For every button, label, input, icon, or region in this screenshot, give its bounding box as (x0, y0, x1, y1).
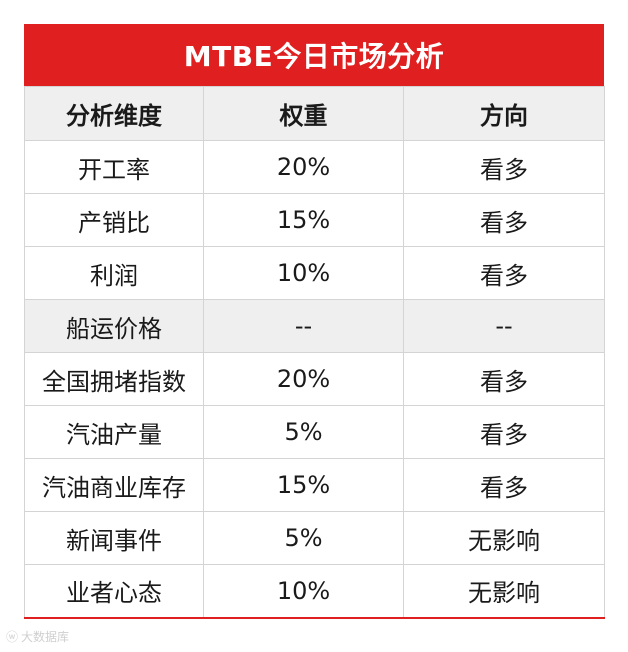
cell-weight: 15% (203, 458, 404, 512)
header-direction: 方向 (403, 86, 605, 141)
table-row: 利润 10% 看多 (24, 246, 605, 300)
cell-direction: -- (403, 299, 605, 353)
cell-direction: 看多 (403, 246, 605, 300)
cell-weight: 10% (203, 246, 404, 300)
cell-direction: 无影响 (403, 564, 605, 619)
table-row: 产销比 15% 看多 (24, 193, 605, 247)
table-row: 全国拥堵指数 20% 看多 (24, 352, 605, 406)
cell-dimension: 利润 (24, 246, 204, 300)
table-row: 业者心态 10% 无影响 (24, 564, 605, 619)
cell-weight: 20% (203, 352, 404, 406)
table-row: 开工率 20% 看多 (24, 140, 605, 194)
header-dimension: 分析维度 (24, 86, 204, 141)
header-row: 分析维度 权重 方向 (24, 86, 605, 141)
market-analysis-table: MTBE今日市场分析 分析维度 权重 方向 开工率 20% 看多 产销比 15%… (24, 24, 605, 619)
cell-dimension: 开工率 (24, 140, 204, 194)
table-row: 新闻事件 5% 无影响 (24, 511, 605, 565)
table-row: 船运价格 -- -- (24, 299, 605, 353)
cell-weight: -- (203, 299, 404, 353)
cell-weight: 15% (203, 193, 404, 247)
cell-direction: 看多 (403, 458, 605, 512)
cell-direction: 看多 (403, 193, 605, 247)
cell-direction: 看多 (403, 140, 605, 194)
cell-dimension: 船运价格 (24, 299, 204, 353)
cell-weight: 10% (203, 564, 404, 619)
header-weight: 权重 (203, 86, 404, 141)
cell-dimension: 新闻事件 (24, 511, 204, 565)
cell-dimension: 业者心态 (24, 564, 204, 619)
table-title: MTBE今日市场分析 (24, 24, 604, 86)
watermark: ⓦ 大数据库 (6, 628, 69, 645)
weibo-icon: ⓦ (6, 630, 19, 644)
cell-dimension: 产销比 (24, 193, 204, 247)
analysis-grid: 分析维度 权重 方向 开工率 20% 看多 产销比 15% 看多 利润 10% … (24, 86, 605, 619)
cell-weight: 20% (203, 140, 404, 194)
cell-weight: 5% (203, 405, 404, 459)
cell-weight: 5% (203, 511, 404, 565)
watermark-text: 大数据库 (21, 630, 70, 644)
cell-dimension: 汽油产量 (24, 405, 204, 459)
cell-dimension: 全国拥堵指数 (24, 352, 204, 406)
cell-direction: 看多 (403, 352, 605, 406)
cell-direction: 看多 (403, 405, 605, 459)
table-row: 汽油产量 5% 看多 (24, 405, 605, 459)
table-row: 汽油商业库存 15% 看多 (24, 458, 605, 512)
cell-direction: 无影响 (403, 511, 605, 565)
cell-dimension: 汽油商业库存 (24, 458, 204, 512)
